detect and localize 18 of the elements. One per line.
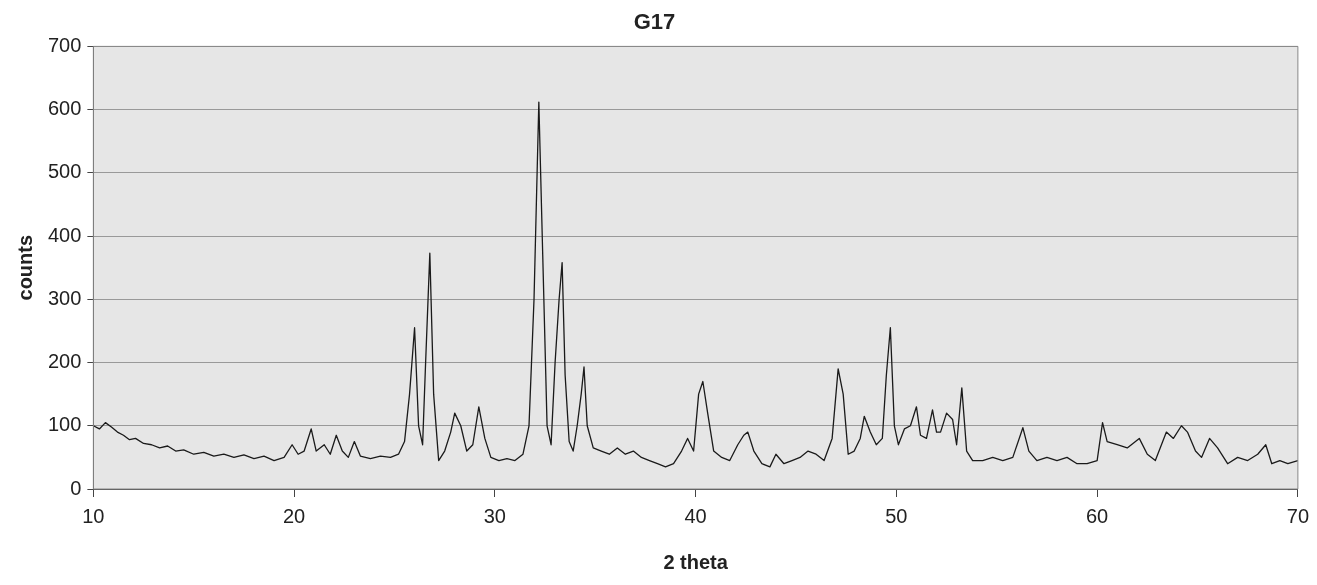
y-tick-label: 0 <box>70 476 82 499</box>
y-tick-label: 100 <box>47 413 82 436</box>
y-axis-title: counts <box>13 234 36 301</box>
y-tick-label: 400 <box>47 223 82 246</box>
x-tick-label: 50 <box>885 504 908 527</box>
x-tick-label: 70 <box>1286 504 1309 527</box>
x-tick-label: 30 <box>483 504 506 527</box>
x-tick-label: 40 <box>684 504 707 527</box>
chart-title: G17 <box>633 9 676 35</box>
x-tick-label: 10 <box>82 504 105 527</box>
y-tick-label: 300 <box>47 286 82 309</box>
y-tick-label: 500 <box>47 160 82 183</box>
x-tick-label: 20 <box>283 504 306 527</box>
x-axis-title: 2 theta <box>663 550 729 573</box>
y-tick-label: 600 <box>47 97 82 120</box>
y-tick-label: 200 <box>47 350 82 373</box>
x-tick-label: 60 <box>1086 504 1109 527</box>
y-tick-label: 700 <box>47 33 82 56</box>
